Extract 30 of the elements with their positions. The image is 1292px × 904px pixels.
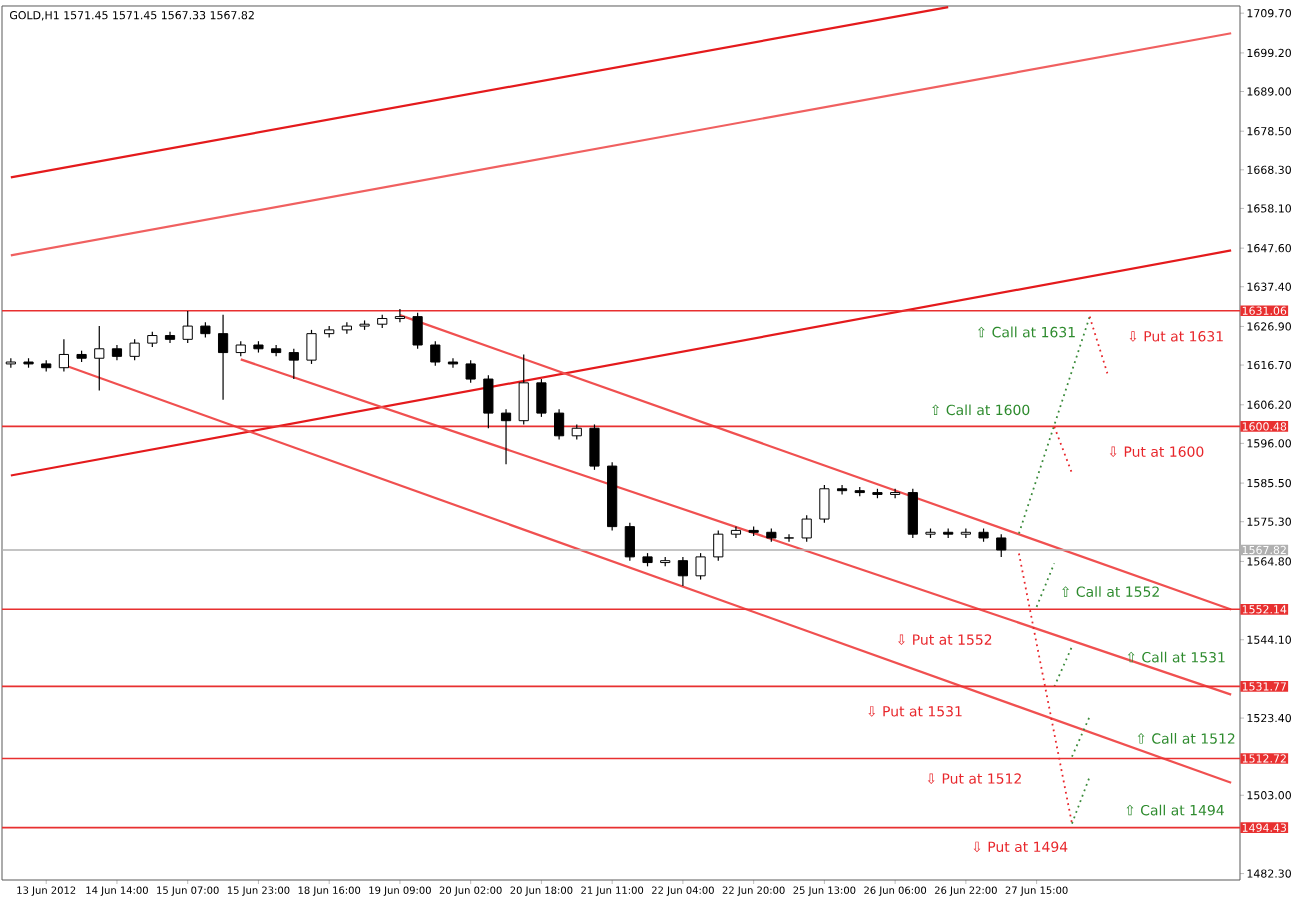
candlestick (500, 408, 512, 465)
candlestick (536, 378, 547, 418)
candlestick (430, 340, 441, 367)
candlestick (447, 357, 459, 369)
candlestick (483, 374, 494, 429)
candlestick (394, 308, 406, 323)
candlestick (306, 329, 317, 365)
candlestick (129, 338, 140, 361)
candlestick (288, 348, 299, 380)
candlestick (554, 408, 565, 441)
candlestick (890, 488, 901, 499)
candlestick (518, 353, 529, 426)
candlestick (465, 359, 476, 384)
candlestick (783, 533, 795, 543)
candlestick (996, 533, 1007, 558)
candlestick (713, 529, 724, 562)
candlestick (836, 484, 848, 496)
candlestick (695, 552, 706, 581)
candlestick (589, 423, 600, 471)
candlestick (801, 514, 812, 543)
candlestick (58, 338, 69, 373)
candlestick (412, 312, 423, 350)
candlestick (677, 556, 688, 587)
candlestick (94, 325, 105, 392)
candlestick (217, 314, 229, 401)
candlestick (182, 310, 193, 344)
candlestick (960, 527, 971, 539)
candlestick (624, 522, 635, 562)
candlestick (819, 484, 830, 524)
candlestick (907, 488, 918, 539)
